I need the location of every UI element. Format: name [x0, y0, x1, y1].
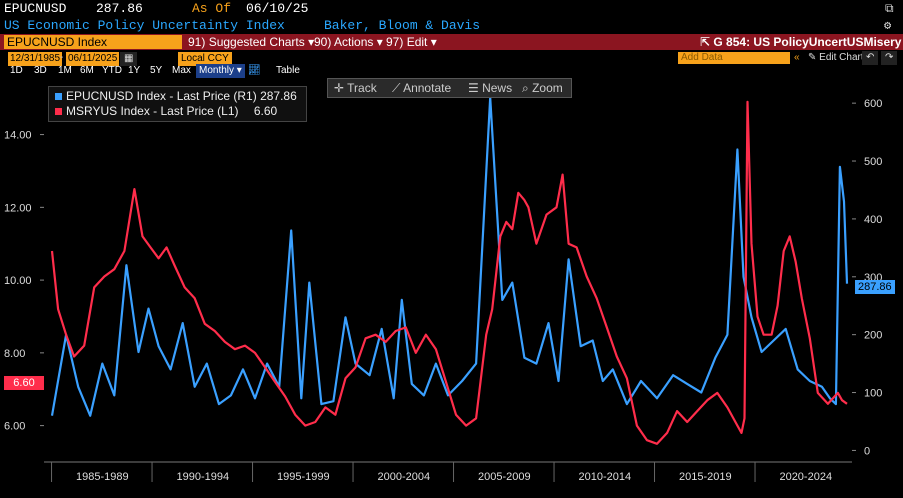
redo-icon[interactable]: ↷	[881, 51, 898, 65]
x-tick-label: 1990-1994	[176, 471, 229, 483]
legend-swatch-misery	[55, 108, 62, 115]
x-tick-label: 1995-1999	[277, 471, 330, 483]
period-3d[interactable]: 3D	[34, 65, 47, 76]
as-of-date: 06/10/25	[246, 1, 309, 16]
date-bar: 12/31/1985 - 06/11/2025 ▦ Local CCY Add …	[0, 51, 903, 66]
annotate-button[interactable]: ⟋ Annotate	[392, 79, 451, 97]
left-tick-label: 14.00	[4, 130, 32, 142]
legend-swatch-epu	[55, 93, 62, 100]
start-date-field[interactable]: 12/31/1985	[8, 52, 63, 66]
legend-entry-epu: EPUCNUSD Index - Last Price (R1) 287.86	[55, 89, 297, 103]
legend-label-misery: MSRYUS Index - Last Price (L1)	[66, 104, 239, 118]
date-separator: -	[60, 52, 64, 63]
news-label: News	[482, 81, 513, 95]
x-tick-label: 2020-2024	[779, 471, 832, 483]
frequency-label: Monthly	[199, 65, 235, 76]
popout-icon[interactable]: ⧉	[885, 2, 894, 16]
add-data-field[interactable]: Add Data	[678, 52, 790, 64]
edit-chart-button[interactable]: ✎ Edit Chart	[808, 51, 864, 65]
x-tick-label: 2010-2014	[578, 471, 631, 483]
frequency-select[interactable]: Monthly ▾	[196, 64, 245, 78]
currency-select[interactable]: Local CCY	[178, 52, 232, 66]
edit-menu[interactable]: 97) Edit ▾	[386, 35, 437, 49]
as-of-label: As Of	[192, 1, 232, 16]
chart-area[interactable]: 6.008.0010.0012.0014.0001002003004005006…	[0, 78, 903, 498]
period-1y[interactable]: 1Y	[128, 65, 141, 76]
period-1d[interactable]: 1D	[10, 65, 23, 76]
command-bar: EPUCNUSD Index 91) Suggested Charts ▾ 90…	[0, 34, 903, 50]
expand-icon[interactable]: «	[794, 52, 800, 63]
left-tick-label: 12.00	[4, 202, 32, 214]
left-tick-label: 6.00	[4, 421, 25, 433]
news-button[interactable]: ☰ News	[468, 79, 512, 97]
left-tick-label: 8.00	[4, 348, 25, 360]
annotate-label: Annotate	[403, 81, 452, 95]
chart-toolbar: ✛ Track ⟋ Annotate ☰ News ⌕ Zoom	[327, 78, 572, 98]
legend-label-epu: EPUCNUSD Index - Last Price (R1)	[66, 89, 257, 103]
zoom-label: Zoom	[532, 81, 563, 95]
news-icon: ☰	[468, 81, 483, 95]
x-tick-label: 2015-2019	[679, 471, 732, 483]
suggested-charts-menu[interactable]: 91) Suggested Charts ▾	[188, 35, 315, 49]
ticker: EPUCNUSD	[4, 1, 67, 16]
period-6m[interactable]: 6M	[80, 65, 94, 76]
description-row: US Economic Policy Uncertainty Index Bak…	[0, 18, 903, 34]
edit-label: Edit	[406, 35, 428, 49]
external-link-icon: ⇱	[700, 35, 714, 49]
right-tick-label: 100	[864, 388, 882, 400]
chart-icon: 91)	[188, 35, 209, 49]
right-tick-label: 500	[864, 156, 882, 168]
index-description: US Economic Policy Uncertainty Index	[4, 18, 285, 33]
legend: EPUCNUSD Index - Last Price (R1) 287.86 …	[48, 86, 307, 122]
zoom-button[interactable]: ⌕ Zoom	[522, 79, 563, 97]
end-date-field[interactable]: 06/11/2025	[66, 52, 120, 66]
line-chart-icon[interactable]: 📈︎	[248, 65, 261, 76]
track-label: Track	[347, 81, 377, 95]
annotate-icon: ⟋	[392, 81, 404, 95]
header-row: EPUCNUSD 287.86 As Of 06/10/25 ⧉	[0, 0, 903, 18]
calendar-icon[interactable]: ▦	[120, 52, 138, 66]
right-tick-label: 600	[864, 98, 882, 110]
actions-number: 90)	[314, 35, 335, 49]
track-button[interactable]: ✛ Track	[334, 79, 377, 97]
actions-menu[interactable]: 90) Actions ▾	[314, 35, 383, 49]
legend-value-misery: 6.60	[253, 104, 278, 118]
right-tick-label: 400	[864, 214, 882, 226]
x-tick-label: 1985-1989	[76, 471, 129, 483]
chart-name-label: G 854: US PolicyUncertUSMisery	[713, 35, 902, 49]
left-tick-label: 10.00	[4, 275, 32, 287]
series-line-misery	[50, 100, 848, 445]
right-tick-label: 0	[864, 445, 870, 457]
undo-icon[interactable]: ↶	[862, 51, 879, 65]
x-tick-label: 2000-2004	[377, 471, 430, 483]
period-5y[interactable]: 5Y	[150, 65, 163, 76]
legend-entry-misery: MSRYUS Index - Last Price (L1) 6.60	[55, 104, 277, 118]
right-last-value-tag: 287.86	[855, 280, 895, 294]
security-field[interactable]: EPUCNUSD Index	[4, 35, 182, 49]
period-ytd[interactable]: YTD	[102, 65, 122, 76]
right-tick-label: 200	[864, 330, 882, 342]
actions-label: Actions	[334, 35, 374, 49]
edit-number: 97)	[386, 35, 407, 49]
last-price: 287.86	[96, 1, 143, 16]
edit-chart-label: Edit Chart	[819, 52, 864, 63]
crosshair-icon: ✛	[334, 81, 348, 95]
zoom-icon: ⌕	[522, 81, 533, 95]
pencil-icon: ✎	[808, 52, 820, 63]
chart-name[interactable]: ⇱ G 854: US PolicyUncertUSMisery	[700, 34, 901, 50]
period-max[interactable]: Max	[172, 65, 191, 76]
range-bar: 1D 3D 1M 6M YTD 1Y 5Y Max Monthly ▾ 📈︎ T…	[0, 64, 903, 78]
legend-value-epu: 287.86	[260, 89, 297, 103]
data-source: Baker, Bloom & Davis	[324, 18, 481, 33]
settings-icon[interactable]: ⚙	[884, 19, 892, 33]
suggested-charts-label: Suggested Charts	[208, 35, 305, 49]
table-button[interactable]: Table	[276, 65, 300, 76]
left-last-value-tag: 6.60	[4, 376, 44, 390]
x-tick-label: 2005-2009	[478, 471, 531, 483]
period-1m[interactable]: 1M	[58, 65, 72, 76]
